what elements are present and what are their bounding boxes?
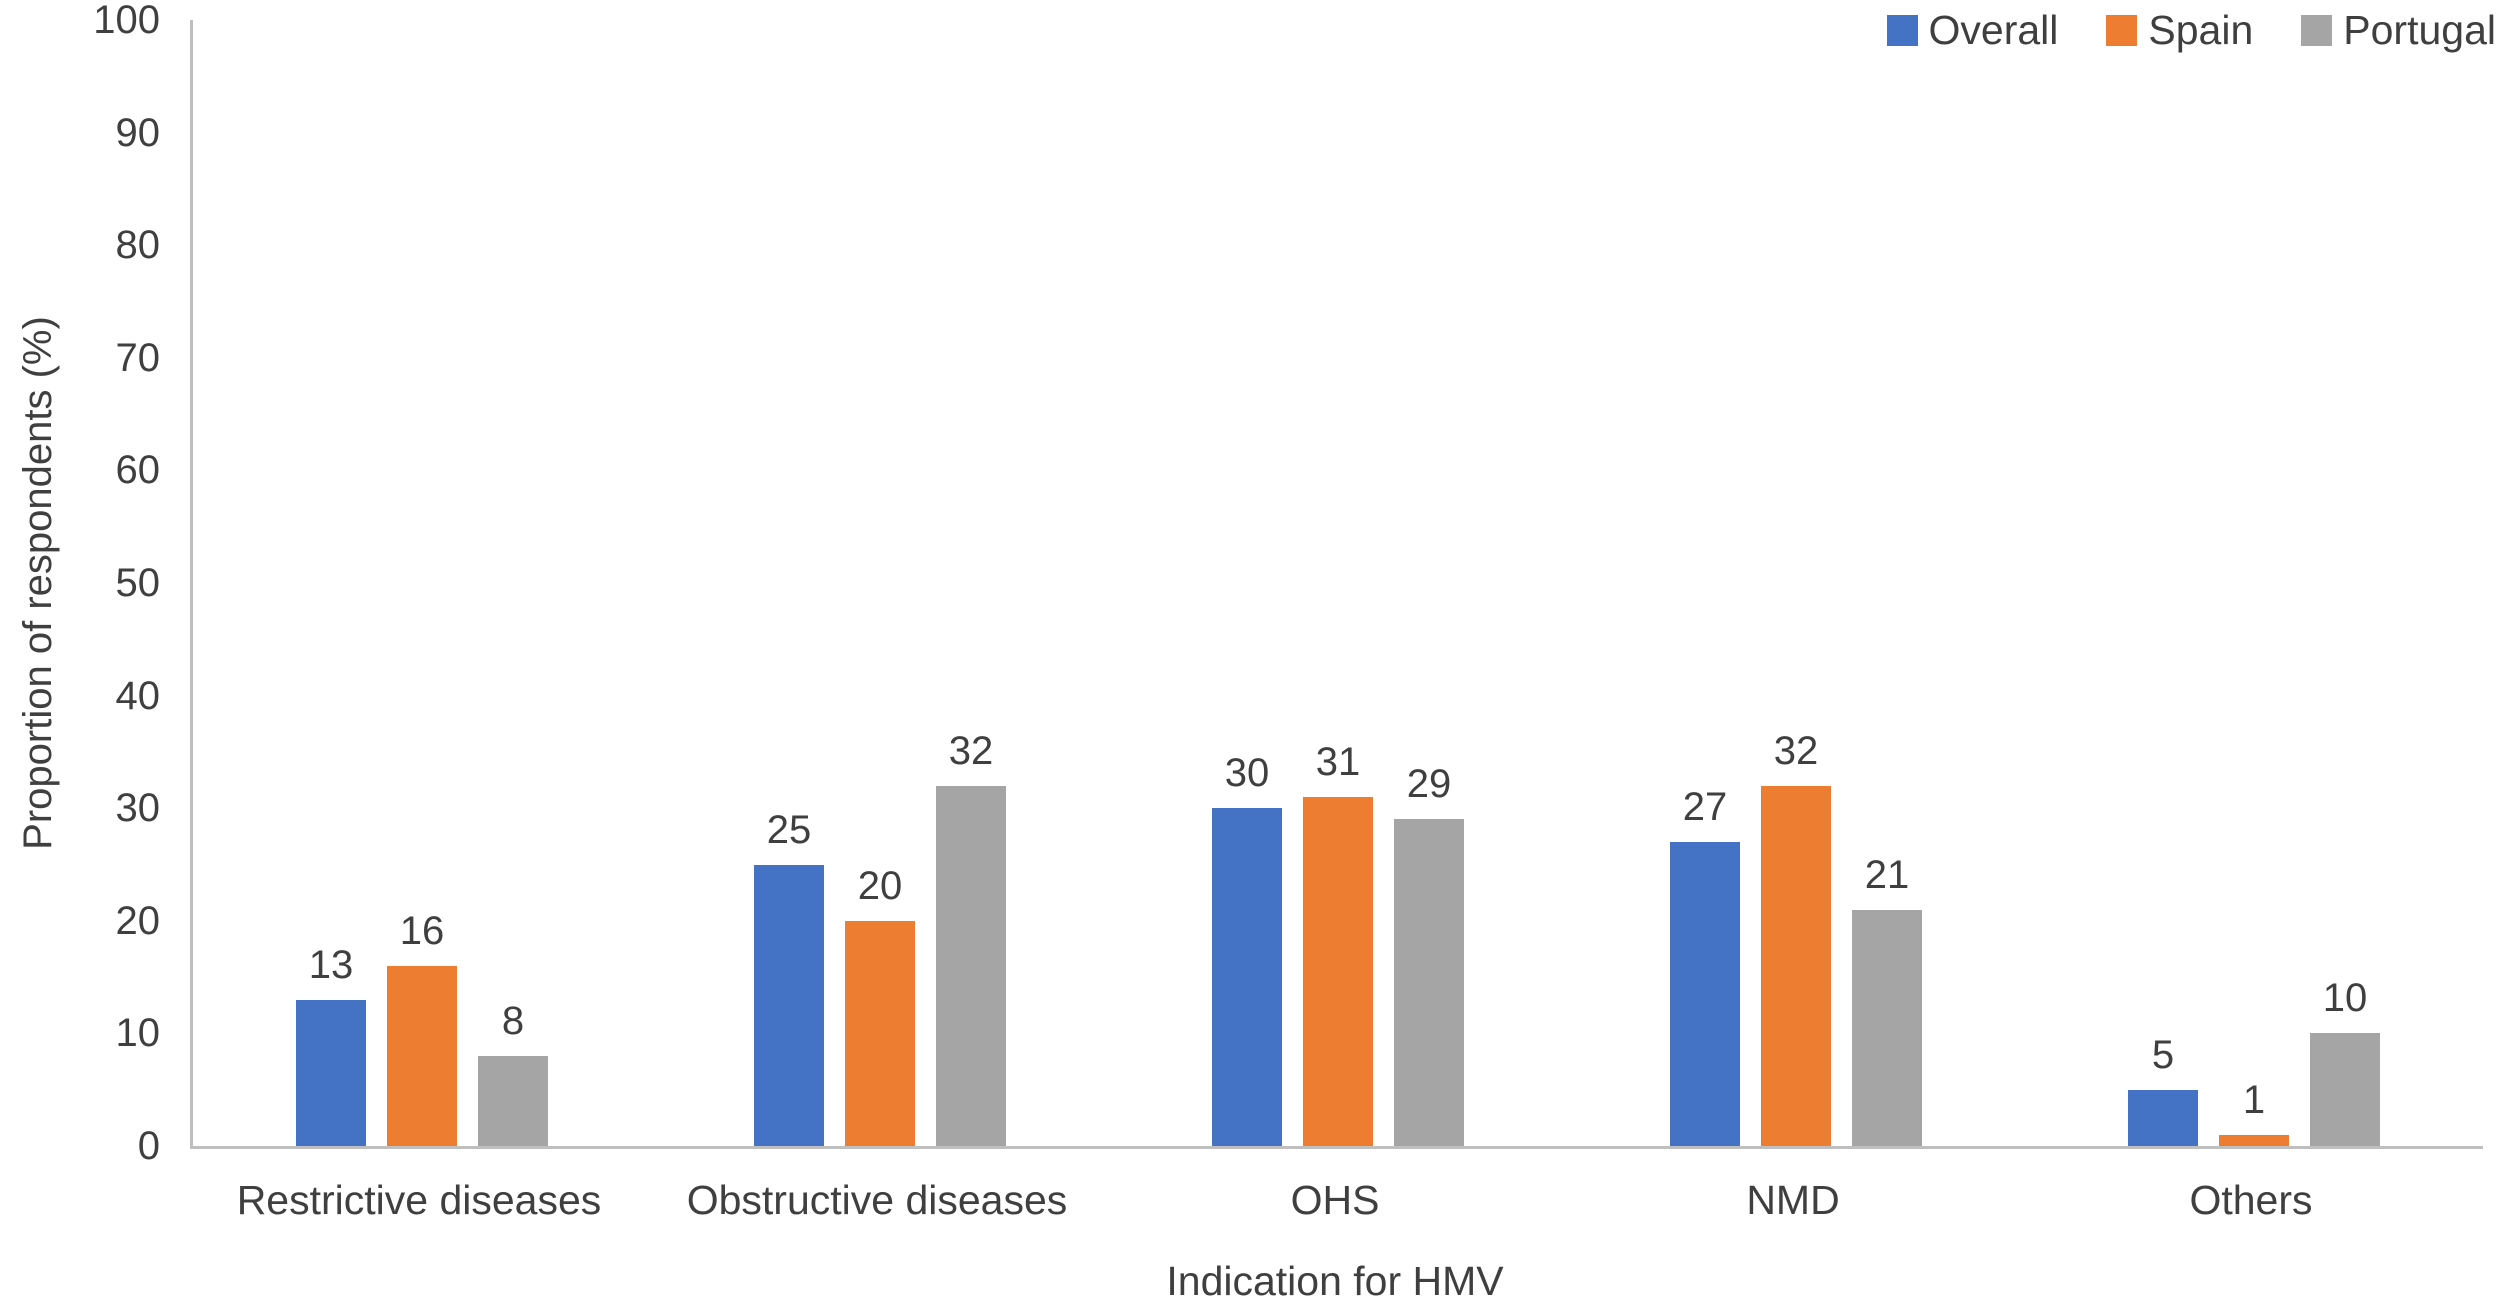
bar-value-label: 13 — [308, 942, 354, 987]
y-tick-label: 20 — [115, 898, 161, 943]
y-tick-label: 40 — [115, 673, 161, 718]
category-label: Obstructive diseases — [686, 1177, 1068, 1223]
bar-value-label: 10 — [2322, 976, 2368, 1021]
bar-groups: 13 16 8 25 20 32 30 31 29 27 32 21 5 1 10 — [193, 20, 2483, 1146]
bar-group: 13 16 8 — [193, 20, 651, 1146]
bar-spain: 1 — [2219, 1079, 2289, 1146]
x-axis-title: Indication for HMV — [1166, 1258, 1504, 1304]
bar-value-label: 30 — [1224, 751, 1270, 796]
legend-label-portugal: Portugal — [2343, 7, 2496, 53]
bar-portugal: 8 — [478, 1000, 548, 1146]
x-axis-category-labels: Restrictive diseases Obstructive diseases… — [190, 1175, 2480, 1225]
bar-value-label: 16 — [399, 908, 445, 953]
category-label: Restrictive diseases — [236, 1177, 602, 1223]
legend-swatch-portugal — [2301, 14, 2333, 46]
bar-portugal: 21 — [1852, 854, 1922, 1146]
legend-label-spain: Spain — [2148, 7, 2254, 53]
bar-portugal: 29 — [1394, 763, 1464, 1146]
bar-overall: 5 — [2128, 1034, 2198, 1146]
y-tick-label: 0 — [137, 1124, 160, 1168]
bar-value-label: 5 — [2151, 1032, 2175, 1077]
bar-value-label: 27 — [1682, 784, 1728, 829]
y-tick-label: 70 — [115, 335, 161, 380]
plot-area: 13 16 8 25 20 32 30 31 29 27 32 21 5 1 10 — [190, 20, 2483, 1149]
y-tick-label: 60 — [115, 448, 161, 493]
y-tick-label: 90 — [115, 110, 161, 155]
bar-group: 25 20 32 — [651, 20, 1109, 1146]
bar-portugal: 10 — [2310, 977, 2380, 1146]
bar-overall: 25 — [754, 809, 824, 1146]
legend: Overall Spain Portugal — [1886, 6, 2496, 54]
bar-value-label: 32 — [1773, 728, 1819, 773]
category-label: OHS — [1290, 1177, 1380, 1223]
bar-group: 5 1 10 — [2025, 20, 2483, 1146]
bar-value-label: 31 — [1315, 739, 1361, 784]
legend-item-portugal: Portugal — [2301, 6, 2496, 54]
category-label: Others — [2189, 1177, 2313, 1223]
bar-value-label: 8 — [501, 998, 525, 1043]
bar-overall: 27 — [1670, 786, 1740, 1146]
bar-spain: 32 — [1761, 730, 1831, 1146]
bar-value-label: 1 — [2242, 1077, 2266, 1122]
bar-value-label: 20 — [857, 863, 903, 908]
bar-spain: 31 — [1303, 741, 1373, 1146]
y-tick-label: 50 — [115, 561, 161, 605]
legend-item-spain: Spain — [2106, 6, 2253, 54]
bar-group: 30 31 29 — [1109, 20, 1567, 1146]
bar-value-label: 29 — [1406, 762, 1452, 807]
category-label: NMD — [1746, 1177, 1840, 1223]
y-tick-label: 30 — [115, 786, 161, 831]
bar-group: 27 32 21 — [1567, 20, 2025, 1146]
legend-item-overall: Overall — [1886, 6, 2059, 54]
bar-value-label: 21 — [1864, 852, 1910, 897]
bar-spain: 20 — [845, 865, 915, 1146]
bar-spain: 16 — [387, 910, 457, 1146]
bar-overall: 30 — [1212, 752, 1282, 1146]
bar-portugal: 32 — [936, 730, 1006, 1146]
bar-value-label: 25 — [766, 807, 812, 852]
bar-overall: 13 — [296, 944, 366, 1146]
legend-label-overall: Overall — [1928, 7, 2059, 53]
y-tick-label: 80 — [115, 223, 161, 268]
y-tick-label: 100 — [93, 0, 160, 42]
y-tick-label: 10 — [115, 1011, 161, 1056]
bar-value-label: 32 — [948, 728, 994, 773]
legend-swatch-spain — [2106, 14, 2138, 46]
legend-swatch-overall — [1886, 14, 1918, 46]
